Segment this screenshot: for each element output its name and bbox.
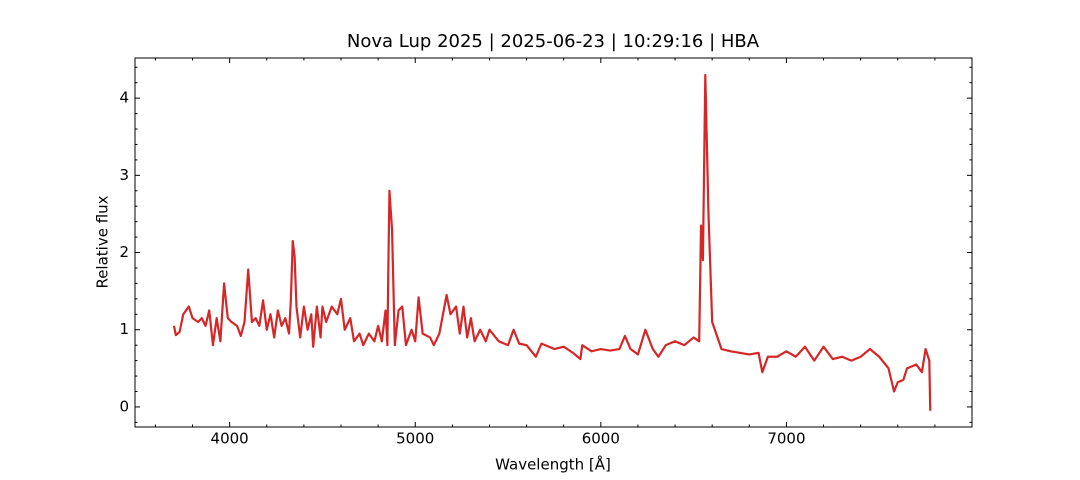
y-tick-label: 4 (119, 89, 129, 107)
x-tick-label: 4000 (211, 430, 249, 448)
y-tick-label: 3 (119, 166, 129, 184)
x-tick-label: 6000 (582, 430, 620, 448)
x-axis-label: Wavelength [Å] (495, 455, 611, 474)
chart-title: Nova Lup 2025 | 2025-06-23 | 10:29:16 | … (347, 31, 760, 52)
y-tick-label: 1 (119, 320, 129, 338)
plot-frame (134, 57, 973, 428)
spectrum-line (172, 73, 932, 411)
x-tick-label: 7000 (767, 430, 805, 448)
x-tick-label: 5000 (396, 430, 434, 448)
y-axis-label: Relative flux (94, 195, 112, 288)
y-tick-label: 0 (119, 397, 129, 415)
y-tick-label: 2 (119, 243, 129, 261)
